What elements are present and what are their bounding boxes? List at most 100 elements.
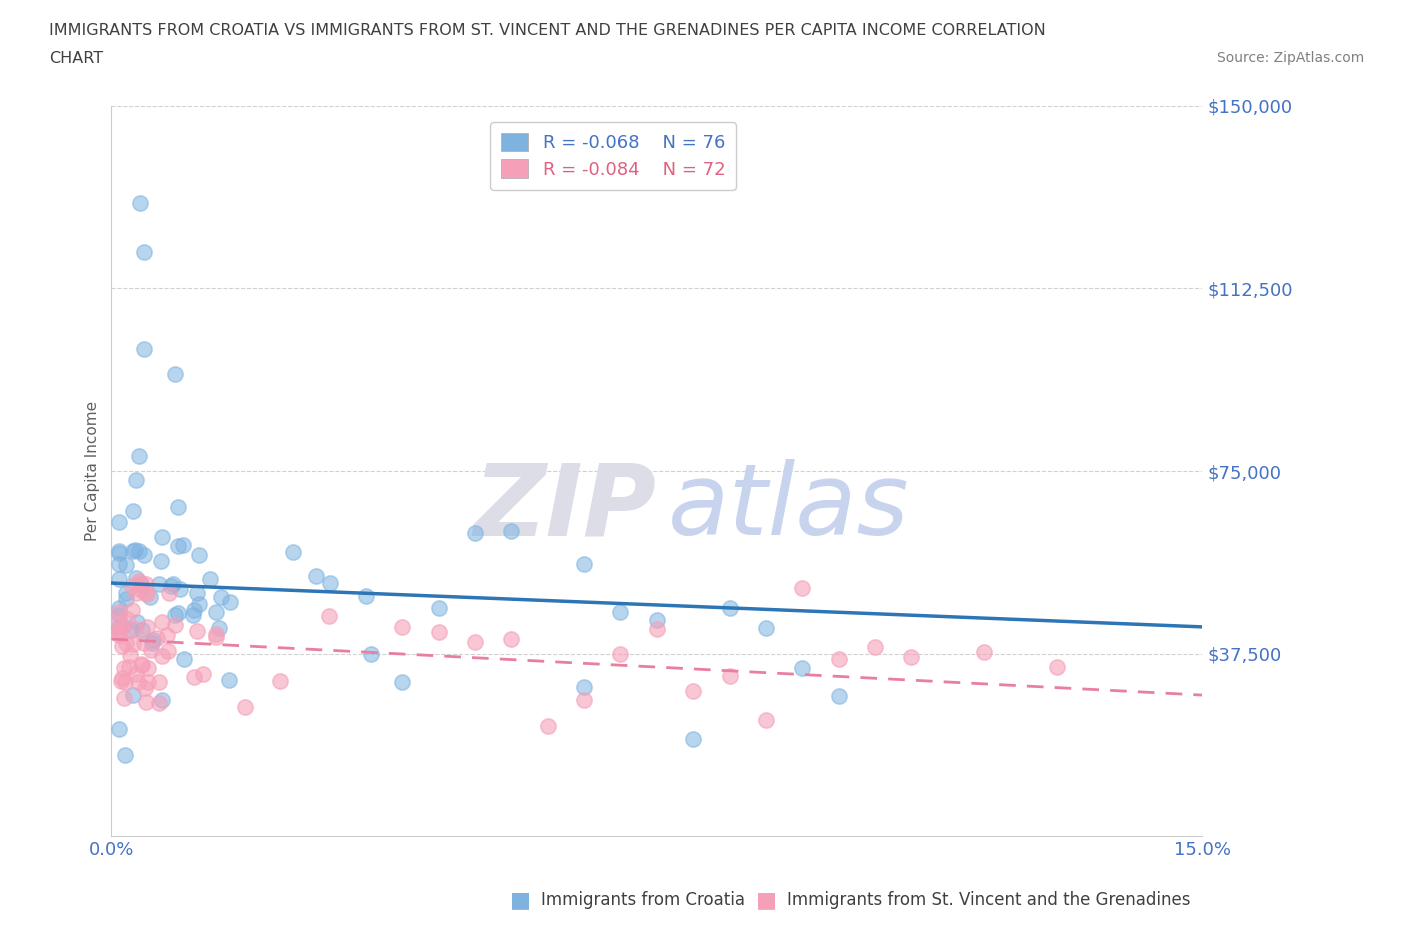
Point (139, 643, 162, 658)
Point (205, 626, 228, 641)
Point (219, 594, 242, 609)
Point (124, 542, 146, 557)
Point (645, 622, 668, 637)
Point (682, 683, 704, 698)
Point (134, 585, 156, 600)
Point (755, 712, 778, 727)
Point (160, 578, 183, 593)
Point (391, 674, 413, 689)
Point (135, 695, 157, 710)
Point (135, 577, 157, 591)
Text: ■: ■ (510, 890, 530, 910)
Text: atlas: atlas (668, 459, 910, 556)
Point (136, 619, 159, 634)
Point (501, 524, 523, 538)
Point (148, 577, 170, 591)
Point (145, 631, 167, 645)
Point (136, 675, 159, 690)
Point (132, 342, 155, 357)
Point (122, 544, 145, 559)
Point (134, 680, 156, 695)
Point (107, 608, 129, 623)
Point (149, 553, 172, 568)
Point (181, 607, 204, 622)
Point (172, 538, 194, 552)
Text: Source: ZipAtlas.com: Source: ZipAtlas.com (1216, 51, 1364, 65)
Point (112, 619, 135, 634)
Point (124, 667, 146, 682)
Point (427, 624, 450, 639)
Point (107, 514, 129, 529)
Point (166, 539, 188, 554)
Point (148, 675, 170, 690)
Point (129, 576, 152, 591)
Point (166, 499, 188, 514)
Point (121, 578, 143, 593)
Point (183, 603, 205, 618)
Point (360, 646, 382, 661)
Point (318, 608, 340, 623)
Point (162, 577, 184, 591)
Point (157, 586, 180, 601)
Point (572, 680, 595, 695)
Point (150, 648, 173, 663)
Point (464, 634, 486, 649)
Point (1046, 659, 1069, 674)
Point (136, 661, 159, 676)
Text: IMMIGRANTS FROM CROATIA VS IMMIGRANTS FROM ST. VINCENT AND THE GRENADINES PER CA: IMMIGRANTS FROM CROATIA VS IMMIGRANTS FR… (49, 23, 1046, 38)
Point (163, 618, 186, 632)
Point (156, 644, 179, 658)
Point (131, 658, 153, 672)
Point (169, 581, 191, 596)
Point (111, 638, 134, 653)
Point (107, 624, 129, 639)
Point (792, 660, 814, 675)
Point (112, 660, 135, 675)
Point (609, 646, 631, 661)
Point (115, 585, 138, 600)
Point (118, 659, 141, 674)
Point (114, 557, 136, 572)
Point (318, 576, 340, 591)
Point (107, 628, 129, 643)
Point (186, 586, 208, 601)
Point (156, 627, 179, 642)
Point (148, 696, 170, 711)
Point (122, 504, 145, 519)
Point (107, 613, 129, 628)
Point (827, 652, 849, 667)
Point (108, 543, 131, 558)
Point (129, 195, 152, 210)
Point (132, 635, 155, 650)
Point (131, 623, 153, 638)
Point (718, 669, 741, 684)
Point (125, 585, 148, 600)
Point (111, 619, 134, 634)
Text: ■: ■ (756, 890, 776, 910)
Point (107, 619, 129, 634)
Point (131, 577, 153, 591)
Point (427, 601, 450, 616)
Point (501, 631, 523, 646)
Point (111, 671, 134, 685)
Point (186, 624, 208, 639)
Point (120, 623, 142, 638)
Point (129, 657, 152, 671)
Point (134, 245, 156, 259)
Point (167, 605, 190, 620)
Point (121, 603, 143, 618)
Point (207, 621, 229, 636)
Point (187, 548, 209, 563)
Point (124, 622, 146, 637)
Text: Immigrants from St. Vincent and the Grenadines: Immigrants from St. Vincent and the Gren… (787, 891, 1191, 910)
Point (183, 670, 205, 684)
Point (191, 666, 214, 681)
Point (209, 590, 232, 604)
Point (128, 449, 150, 464)
Point (173, 651, 195, 666)
Point (827, 689, 849, 704)
Point (114, 636, 136, 651)
Point (150, 615, 173, 630)
Point (136, 586, 159, 601)
Point (139, 590, 162, 604)
